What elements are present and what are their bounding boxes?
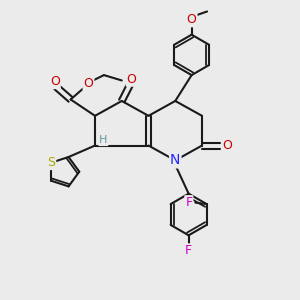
Text: O: O bbox=[187, 13, 196, 26]
Text: H: H bbox=[99, 135, 107, 145]
Text: F: F bbox=[185, 196, 192, 209]
Text: O: O bbox=[50, 75, 60, 88]
Text: N: N bbox=[170, 153, 181, 167]
Text: S: S bbox=[47, 156, 55, 169]
Text: O: O bbox=[127, 73, 136, 86]
Text: O: O bbox=[222, 139, 232, 152]
Text: F: F bbox=[185, 244, 192, 257]
Text: O: O bbox=[83, 77, 93, 90]
